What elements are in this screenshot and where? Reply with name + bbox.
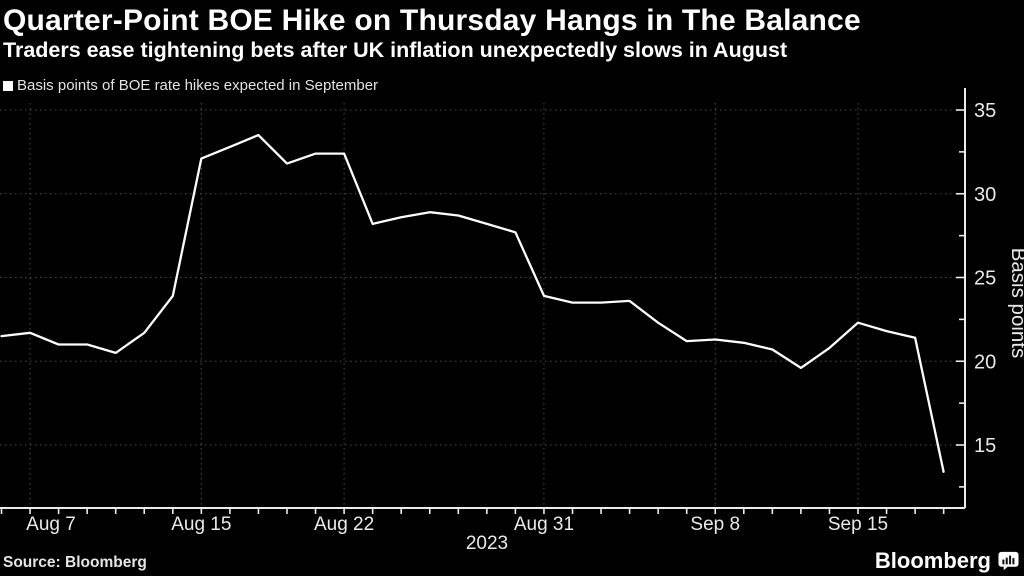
bloomberg-wordmark: Bloomberg xyxy=(874,548,991,573)
y-axis-tick-label: 20 xyxy=(974,351,996,373)
y-axis-title: Basis points xyxy=(1007,248,1024,359)
y-axis-tick-label: 15 xyxy=(974,435,996,457)
source-credit: Source: Bloomberg xyxy=(3,554,147,571)
x-axis-tick-label: Aug 7 xyxy=(26,514,76,535)
x-axis-tick-label: Aug 31 xyxy=(514,514,574,535)
page-title: Quarter-Point BOE Hike on Thursday Hangs… xyxy=(3,4,861,37)
legend-marker-icon xyxy=(3,80,13,91)
x-axis-tick-label: Aug 15 xyxy=(171,514,231,535)
bloomberg-logo: Bloomberg xyxy=(875,548,1019,574)
y-axis-tick-label: 35 xyxy=(974,100,996,122)
y-axis-tick-label: 30 xyxy=(974,184,996,206)
bloomberg-media-icon xyxy=(998,551,1019,571)
legend: Basis points of BOE rate hikes expected … xyxy=(3,77,379,94)
x-axis-year-label: 2023 xyxy=(466,533,508,554)
legend-label: Basis points of BOE rate hikes expected … xyxy=(17,77,379,94)
x-axis-tick-label: Aug 22 xyxy=(314,514,374,535)
x-axis-tick-label: Sep 8 xyxy=(690,514,740,535)
data-series-line xyxy=(0,133,945,473)
page-subtitle: Traders ease tightening bets after UK in… xyxy=(3,38,788,62)
x-axis-tick-label: Sep 15 xyxy=(828,514,888,535)
y-axis-tick-label: 25 xyxy=(974,268,996,290)
